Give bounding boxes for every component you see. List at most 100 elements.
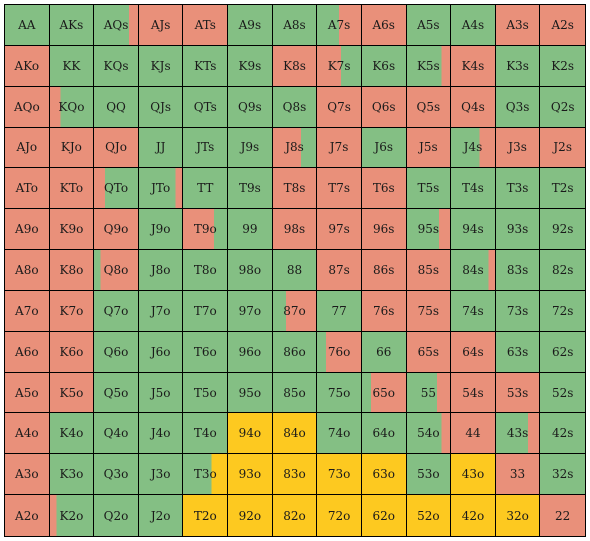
hand-label: 73s (506, 303, 529, 318)
hand-label: AQs (103, 17, 129, 32)
hand-label: K3s (506, 58, 529, 73)
hand-cell: T6s (361, 168, 407, 210)
hand-label: A6o (15, 344, 39, 359)
hand-cell: 62s (540, 331, 585, 373)
hand-cell: QTs (183, 86, 229, 128)
hand-label: 43o (461, 467, 485, 482)
hand-cell: K8s (272, 45, 318, 87)
hand-cell: 52s (540, 372, 585, 414)
hand-cell: A2o (5, 495, 50, 536)
hand-cell: JTo (138, 168, 184, 210)
hand-label: T8o (193, 262, 217, 277)
hand-cell: KTo (49, 168, 95, 210)
hand-cell: Q5o (94, 372, 139, 414)
hand-label: Q9o (103, 222, 129, 237)
hand-label: Q8o (103, 262, 129, 277)
hand-label: 96o (238, 344, 262, 359)
hand-cell: J5o (138, 372, 184, 414)
hand-cell: 52o (406, 495, 452, 536)
hand-cell: 94o (228, 413, 273, 455)
hand-cell: Q2s (540, 86, 585, 128)
hand-label: 52s (551, 385, 574, 400)
hand-cell: J2o (138, 495, 184, 536)
hand-label: 42s (551, 426, 574, 441)
hand-cell: K3s (495, 45, 541, 87)
hand-label: T4s (462, 181, 484, 196)
hand-label: J4o (150, 426, 171, 441)
hand-cell: 43s (495, 413, 541, 455)
hand-label: K2o (59, 508, 84, 523)
hand-label: KJs (150, 58, 171, 73)
hand-cell: ATo (5, 168, 50, 210)
hand-cell: 93o (228, 454, 273, 496)
hand-label: 84s (462, 262, 484, 277)
hand-cell: 75o (317, 372, 362, 414)
hand-cell: 32s (540, 454, 585, 496)
hand-cell: 84s (451, 250, 496, 291)
hand-label: 62s (551, 344, 574, 359)
hand-label: 42o (461, 508, 485, 523)
hand-label: 33 (509, 467, 526, 482)
hand-cell: 65o (361, 372, 407, 414)
hand-label: KQs (103, 58, 129, 73)
hand-label: 22 (555, 508, 571, 523)
hand-cell: T3s (495, 168, 541, 210)
hand-label: A5o (15, 385, 39, 400)
hand-label: TT (197, 181, 214, 196)
hand-label: 95s (417, 222, 440, 237)
hand-label: A4o (15, 426, 39, 441)
hand-cell: ATs (183, 5, 229, 46)
hand-cell: 98s (272, 209, 318, 251)
hand-cell: A6o (5, 331, 50, 373)
hand-label: QTs (193, 99, 217, 114)
hand-cell: 82s (540, 250, 585, 291)
hand-label: K6s (372, 58, 396, 73)
hand-cell: K6s (361, 45, 407, 87)
hand-label: 72o (327, 508, 351, 523)
hand-cell: 55 (406, 372, 452, 414)
hand-cell: KTs (183, 45, 229, 87)
hand-label: T8s (283, 181, 306, 196)
hand-label: ATo (15, 181, 38, 196)
hand-label: T5s (417, 181, 440, 196)
hand-label: Q2o (103, 508, 129, 523)
hand-label: Q4o (103, 426, 129, 441)
hand-label: T3o (193, 467, 217, 482)
hand-label: 64o (372, 426, 395, 441)
hand-cell: 42s (540, 413, 585, 455)
hand-cell: 77 (317, 290, 362, 332)
hand-cell: AQs (94, 5, 139, 46)
hand-cell: A7s (317, 5, 362, 46)
hand-label: T5o (193, 385, 217, 400)
hand-cell: T9s (228, 168, 273, 210)
hand-cell: 96o (228, 331, 273, 373)
hand-label: 85o (283, 385, 306, 400)
hand-label: Q9s (238, 99, 262, 114)
hand-label: K3o (59, 467, 84, 482)
hand-label: T7o (193, 303, 217, 318)
hand-cell: A9s (228, 5, 273, 46)
hand-label: K2s (551, 58, 575, 73)
hand-label: JTs (196, 140, 215, 155)
hand-label: Q6o (103, 344, 129, 359)
hand-cell: Q9s (228, 86, 273, 128)
hand-label: ATs (194, 17, 216, 32)
hand-cell: JJ (138, 127, 184, 169)
hand-label: K9o (59, 222, 84, 237)
hand-cell: A7o (5, 290, 50, 332)
hand-label: T2s (551, 181, 574, 196)
hand-label: AJo (16, 140, 38, 155)
hand-label: 94s (462, 222, 484, 237)
hand-cell: Q2o (94, 495, 139, 536)
hand-label: 32o (506, 508, 529, 523)
hand-cell: AA (5, 5, 50, 46)
hand-label: T6o (193, 344, 217, 359)
hand-cell: QQ (94, 86, 139, 128)
hand-label: J8o (150, 262, 171, 277)
hand-cell: 93s (495, 209, 541, 251)
hand-cell: TT (183, 168, 229, 210)
hand-cell: K4o (49, 413, 95, 455)
hand-label: T4o (193, 426, 217, 441)
hand-cell: J7o (138, 290, 184, 332)
hand-cell: J9o (138, 209, 184, 251)
